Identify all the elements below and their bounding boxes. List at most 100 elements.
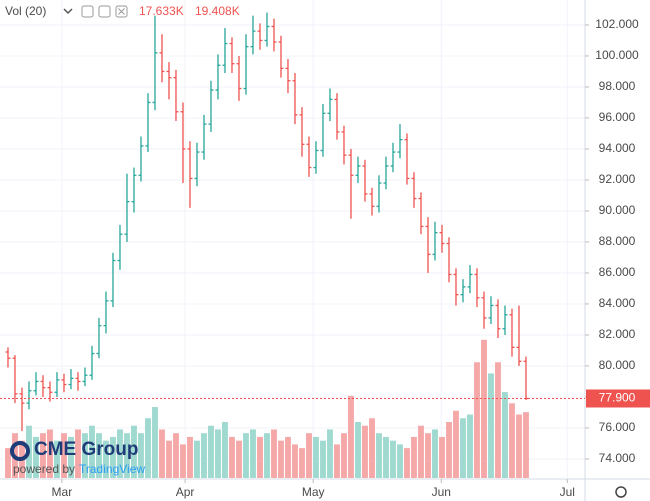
volume-bar	[390, 440, 396, 478]
volume-bar	[75, 429, 81, 478]
logo-mark	[10, 441, 30, 461]
volume-bar	[138, 433, 144, 478]
volume-bar	[271, 429, 277, 478]
volume-bar	[313, 436, 319, 478]
logo-brand: TradingView	[79, 462, 145, 476]
volume-bar	[61, 433, 67, 478]
volume-bar	[292, 444, 298, 478]
volume-bar	[229, 436, 235, 478]
y-tick-label: 74.000	[599, 451, 636, 465]
volume-bar	[439, 436, 445, 478]
volume-bar	[33, 436, 39, 478]
volume-bar	[215, 429, 221, 478]
x-tick-label: Mar	[52, 485, 73, 499]
volume-bar	[68, 436, 74, 478]
y-tick-label: 84.000	[599, 296, 636, 310]
volume-bar	[152, 407, 158, 478]
close-x	[118, 8, 125, 15]
volume-bar	[173, 433, 179, 478]
volume-bar	[488, 373, 494, 478]
y-tick-label: 102.000	[595, 17, 639, 31]
volume-bar	[54, 440, 60, 478]
legend-volume: 17.633K	[139, 4, 184, 18]
volume-bar	[418, 425, 424, 478]
volume-bar	[166, 440, 172, 478]
volume-bar	[509, 403, 515, 478]
y-tick-label: 80.000	[599, 358, 636, 372]
volume-bar	[348, 395, 354, 478]
volume-bar	[131, 425, 137, 478]
legend-label: Vol (20)	[5, 4, 46, 18]
volume-bar	[250, 429, 256, 478]
x-tick-label: Jun	[432, 485, 451, 499]
volume-bar	[257, 436, 263, 478]
y-tick-label: 90.000	[599, 203, 636, 217]
volume-bar	[180, 444, 186, 478]
volume-bar	[243, 433, 249, 478]
x-tick-label: Apr	[176, 485, 195, 499]
volume-bar	[397, 444, 403, 478]
volume-bar	[201, 433, 207, 478]
volume-bar	[320, 440, 326, 478]
volume-bar	[89, 425, 95, 478]
volume-bar	[159, 429, 165, 478]
volume-bar	[117, 429, 123, 478]
volume-bar	[460, 418, 466, 478]
volume-bar	[495, 362, 501, 478]
settings-gear[interactable]	[615, 486, 627, 498]
y-tick-label: 88.000	[599, 234, 636, 248]
volume-bar	[474, 362, 480, 478]
volume-bar	[383, 436, 389, 478]
volume-bar	[124, 433, 130, 478]
volume-bar	[222, 421, 228, 478]
volume-bar	[411, 436, 417, 478]
y-tick-label: 96.000	[599, 110, 636, 124]
grid	[0, 0, 585, 478]
volume-bar	[467, 414, 473, 478]
volume-bar	[306, 433, 312, 478]
volume-bar	[82, 433, 88, 478]
volume-bar	[523, 412, 529, 478]
legend-volume-ma: 19.408K	[195, 4, 240, 18]
y-tick-label: 98.000	[599, 79, 636, 93]
volume-bar	[285, 436, 291, 478]
y-tick-label: 82.000	[599, 327, 636, 341]
legend-chevron[interactable]	[63, 8, 73, 15]
y-tick-label: 86.000	[599, 265, 636, 279]
y-tick-label: 100.000	[595, 48, 639, 62]
volume-bar	[502, 392, 508, 478]
volume-bar	[425, 433, 431, 478]
volume-bar	[327, 429, 333, 478]
logo: CME Group powered by TradingView	[10, 439, 145, 476]
volume-bar	[278, 440, 284, 478]
close-icon[interactable]	[115, 5, 128, 18]
volume-layer	[5, 339, 529, 478]
settings-icon[interactable]	[98, 5, 111, 18]
volume-bar	[5, 448, 11, 478]
volume-bar	[446, 421, 452, 478]
volume-bar	[47, 429, 53, 478]
volume-bar	[236, 440, 242, 478]
eye-icon[interactable]	[81, 5, 94, 18]
volume-bar	[376, 433, 382, 478]
volume-bar	[299, 448, 305, 478]
x-tick-label: Jul	[560, 485, 575, 499]
volume-bar	[194, 440, 200, 478]
volume-bar	[103, 440, 109, 478]
volume-bar	[369, 418, 375, 478]
logo-name: CME Group	[34, 439, 139, 460]
volume-bar	[404, 448, 410, 478]
y-tick-label: 76.000	[599, 420, 636, 434]
last-price-box	[586, 389, 650, 408]
axes: 74.00076.00078.00080.00082.00084.00086.0…	[0, 17, 650, 499]
volume-bar	[453, 410, 459, 478]
volume-bar	[341, 433, 347, 478]
volume-bar	[481, 339, 487, 478]
volume-bar	[208, 425, 214, 478]
y-tick-label: 94.000	[599, 141, 636, 155]
volume-bar	[362, 425, 368, 478]
volume-bar	[516, 414, 522, 478]
volume-bar	[110, 436, 116, 478]
